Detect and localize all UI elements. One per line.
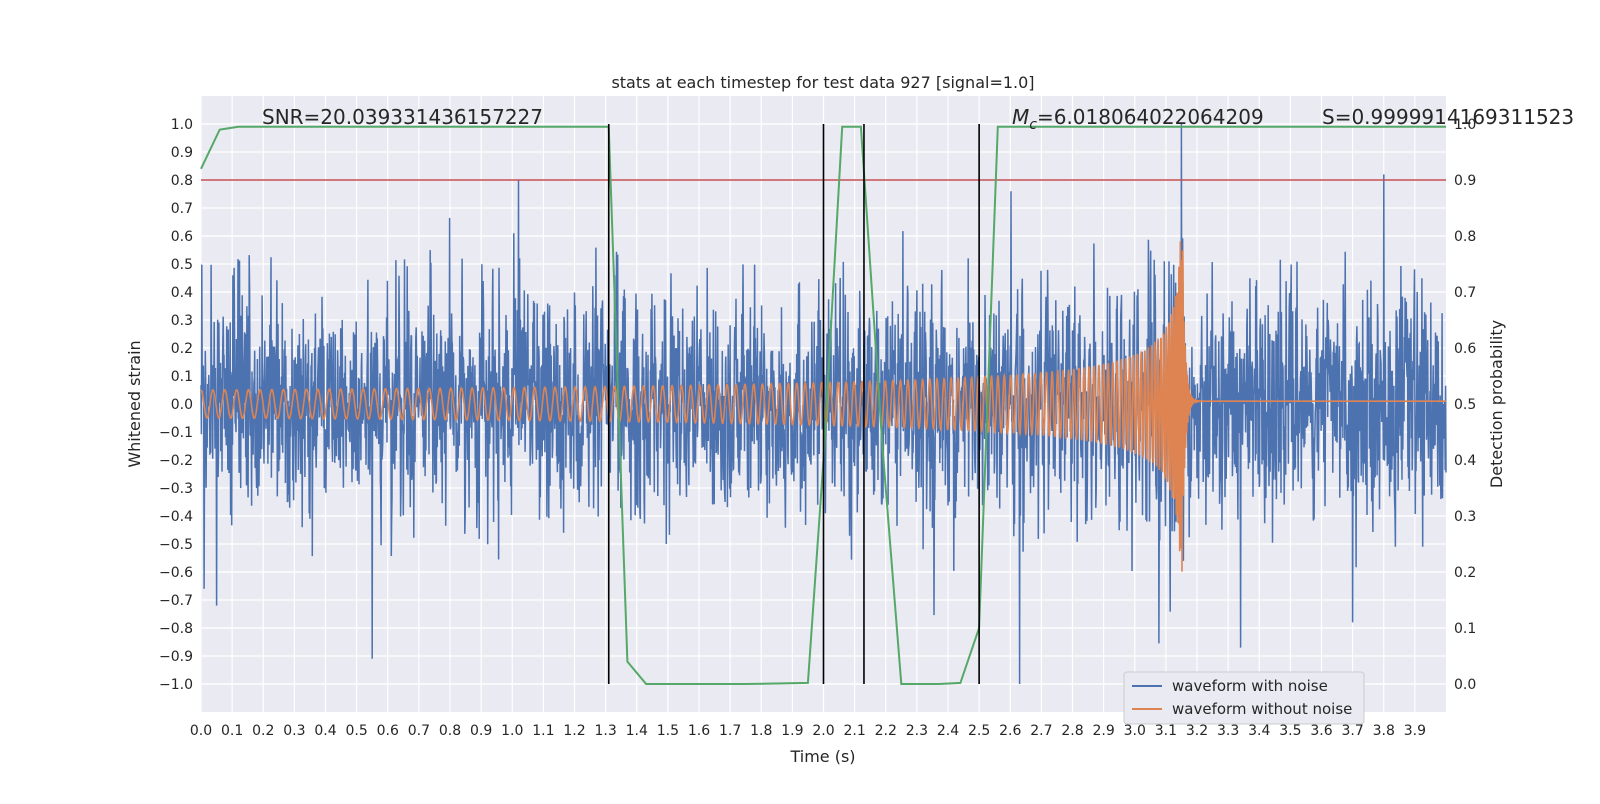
y2-tick-label: 0.1 (1454, 621, 1476, 637)
x-tick-label: 0.8 (439, 723, 461, 739)
y-tick-label: −0.5 (159, 537, 193, 553)
y2-tick-label: 0.9 (1454, 173, 1476, 189)
y-tick-label: −0.8 (159, 621, 193, 637)
x-tick-label: 3.9 (1404, 723, 1426, 739)
x-tick-label: 3.8 (1373, 723, 1395, 739)
y-axis-ticks: 1.0 0.9 0.8 0.7 0.6 0.5 0.4 0.3 0.2 0.1 0.0 −0.1 −0.… (159, 117, 193, 693)
x-tick-label: 3.7 (1341, 723, 1363, 739)
x-tick-label: 2.4 (937, 723, 959, 739)
x-tick-label: 3.1 (1155, 723, 1177, 739)
x-tick-label: 1.5 (657, 723, 679, 739)
x-tick-label: 3.6 (1310, 723, 1332, 739)
x-tick-label: 0.4 (314, 723, 336, 739)
y-tick-label: 0.7 (171, 201, 193, 217)
detection-probability-line (200, 125, 1446, 685)
x-tick-label: 0.9 (470, 723, 492, 739)
x-tick-label: 0.2 (252, 723, 274, 739)
x-tick-label: 3.4 (1248, 723, 1270, 739)
x-tick-label: 1.6 (688, 723, 710, 739)
x-tick-label: 1.1 (532, 723, 554, 739)
x-tick-label: 3.0 (1124, 723, 1146, 739)
x-tick-label: 2.1 (843, 723, 865, 739)
y-tick-label: −0.2 (159, 453, 193, 469)
y-tick-label: 0.8 (171, 173, 193, 189)
x-tick-label: 2.7 (1030, 723, 1052, 739)
y-tick-label: 0.3 (171, 313, 193, 329)
x-tick-label: 1.2 (563, 723, 585, 739)
legend-label-noisy: waveform with noise (1172, 677, 1328, 695)
y2-tick-label: 0.5 (1454, 397, 1476, 413)
y-tick-label: 0.5 (171, 257, 193, 273)
x-tick-label: 1.4 (626, 723, 648, 739)
x-tick-label: 0.7 (408, 723, 430, 739)
x-axis-ticks: 0.0 0.1 0.2 0.3 0.4 0.5 0.6 0.7 0.8 0.9 1.0 1.1 1.2 1… (190, 723, 1426, 739)
y2-tick-label: 0.6 (1454, 341, 1476, 357)
y-tick-label: 0.9 (171, 145, 193, 161)
y-tick-label: −0.1 (159, 425, 193, 441)
x-tick-label: 0.6 (377, 723, 399, 739)
x-tick-label: 2.9 (1092, 723, 1114, 739)
y2-tick-label: 1.0 (1454, 117, 1476, 133)
x-tick-label: 1.7 (719, 723, 741, 739)
y-tick-label: 0.4 (171, 285, 193, 301)
legend-label-clean: waveform without noise (1172, 700, 1352, 718)
plot-content (200, 123, 1447, 685)
y-axis-label: Whitened strain (125, 340, 144, 467)
chart-title: stats at each timestep for test data 927… (611, 73, 1034, 92)
y-tick-label: 0.1 (171, 369, 193, 385)
x-tick-label: 0.0 (190, 723, 212, 739)
y-tick-label: −1.0 (159, 677, 193, 693)
x-tick-label: 3.2 (1186, 723, 1208, 739)
y-tick-label: 0.2 (171, 341, 193, 357)
y2-tick-label: 0.0 (1454, 677, 1476, 693)
legend: waveform with noise waveform without noi… (1123, 671, 1365, 725)
y-tick-label: −0.7 (159, 593, 193, 609)
mc-value: =6.018064022064209 (1037, 105, 1264, 129)
legend-box (1123, 671, 1365, 725)
mc-symbol: M (1012, 105, 1029, 129)
y-tick-label: −0.9 (159, 649, 193, 665)
x-tick-label: 3.5 (1279, 723, 1301, 739)
x-tick-label: 1.0 (501, 723, 523, 739)
x-tick-label: 2.8 (1061, 723, 1083, 739)
y-tick-label: 1.0 (171, 117, 193, 133)
x-tick-label: 2.6 (999, 723, 1021, 739)
y2-axis-ticks: 1.0 0.9 0.8 0.7 0.6 0.5 0.4 0.3 0.2 0.1 0.0 (1454, 117, 1476, 693)
x-tick-label: 2.2 (875, 723, 897, 739)
x-tick-label: 0.5 (345, 723, 367, 739)
x-tick-label: 2.3 (906, 723, 928, 739)
snr-annotation: SNR=20.039331436157227 (262, 105, 543, 129)
y-tick-label: 0.6 (171, 229, 193, 245)
x-tick-label: 0.1 (221, 723, 243, 739)
s-annotation: S=0.9999914169311523 (1322, 105, 1574, 129)
y2-tick-label: 0.7 (1454, 285, 1476, 301)
mc-subscript: c (1029, 117, 1037, 133)
y2-tick-label: 0.3 (1454, 509, 1476, 525)
x-tick-label: 1.9 (781, 723, 803, 739)
y-tick-label: −0.6 (159, 565, 193, 581)
x-tick-label: 3.3 (1217, 723, 1239, 739)
y2-tick-label: 0.4 (1454, 453, 1476, 469)
y-tick-label: −0.4 (159, 509, 193, 525)
mc-annotation: Mc=6.018064022064209 (1012, 105, 1264, 133)
y-tick-label: −0.3 (159, 481, 193, 497)
x-tick-label: 2.0 (812, 723, 834, 739)
y2-tick-label: 0.2 (1454, 565, 1476, 581)
y-tick-label: 0.0 (171, 397, 193, 413)
x-tick-label: 0.3 (283, 723, 305, 739)
x-tick-label: 1.8 (750, 723, 772, 739)
x-axis-label: Time (s) (789, 747, 855, 766)
x-tick-label: 2.5 (968, 723, 990, 739)
x-tick-label: 1.3 (594, 723, 616, 739)
y2-axis-label: Detection probability (1487, 320, 1506, 488)
y2-tick-label: 0.8 (1454, 229, 1476, 245)
